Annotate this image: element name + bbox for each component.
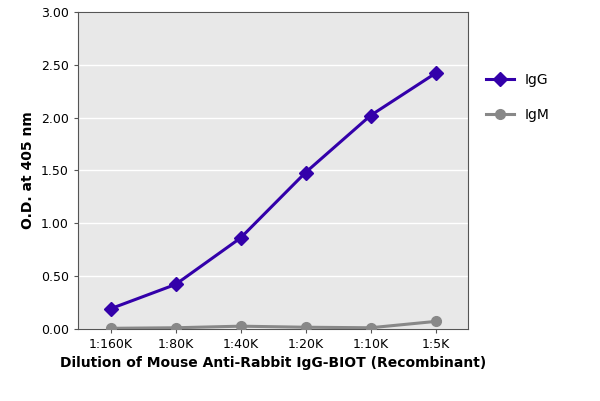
IgM (302, 325, 309, 330)
IgM (237, 324, 244, 328)
IgG (107, 306, 114, 311)
IgM (107, 326, 114, 331)
Y-axis label: O.D. at 405 nm: O.D. at 405 nm (22, 111, 35, 229)
IgM (432, 319, 439, 324)
Legend: IgG, IgM: IgG, IgM (479, 67, 556, 129)
IgG (172, 282, 179, 287)
Line: IgG: IgG (106, 69, 440, 314)
IgM (172, 325, 179, 330)
IgG (432, 71, 439, 76)
Line: IgM: IgM (106, 316, 440, 333)
IgG (237, 236, 244, 241)
IgG (367, 113, 374, 118)
IgM (367, 325, 374, 330)
X-axis label: Dilution of Mouse Anti-Rabbit IgG-BIOT (Recombinant): Dilution of Mouse Anti-Rabbit IgG-BIOT (… (60, 356, 486, 371)
IgG (302, 170, 309, 175)
